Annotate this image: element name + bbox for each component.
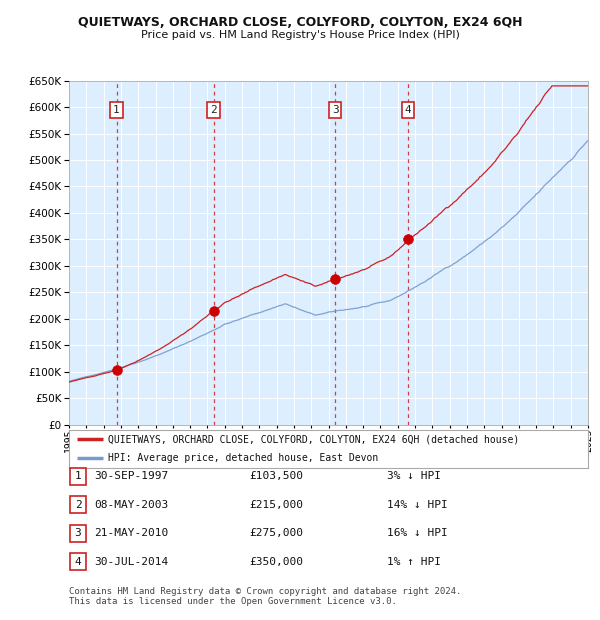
Text: 3: 3 — [74, 528, 82, 538]
Text: 2: 2 — [74, 500, 82, 510]
Text: 2: 2 — [210, 105, 217, 115]
FancyBboxPatch shape — [70, 496, 86, 513]
Text: HPI: Average price, detached house, East Devon: HPI: Average price, detached house, East… — [108, 453, 378, 464]
Text: 1: 1 — [74, 471, 82, 481]
FancyBboxPatch shape — [70, 553, 86, 570]
Text: 21-MAY-2010: 21-MAY-2010 — [94, 528, 169, 538]
FancyBboxPatch shape — [70, 467, 86, 485]
Text: 16% ↓ HPI: 16% ↓ HPI — [387, 528, 448, 538]
Text: 3% ↓ HPI: 3% ↓ HPI — [387, 471, 441, 481]
Text: 14% ↓ HPI: 14% ↓ HPI — [387, 500, 448, 510]
Text: £350,000: £350,000 — [249, 557, 303, 567]
Text: £215,000: £215,000 — [249, 500, 303, 510]
Text: 08-MAY-2003: 08-MAY-2003 — [94, 500, 169, 510]
Text: QUIETWAYS, ORCHARD CLOSE, COLYFORD, COLYTON, EX24 6QH: QUIETWAYS, ORCHARD CLOSE, COLYFORD, COLY… — [78, 16, 522, 29]
FancyBboxPatch shape — [70, 525, 86, 542]
Text: £275,000: £275,000 — [249, 528, 303, 538]
Text: 4: 4 — [404, 105, 411, 115]
Text: Price paid vs. HM Land Registry's House Price Index (HPI): Price paid vs. HM Land Registry's House … — [140, 30, 460, 40]
Text: 30-SEP-1997: 30-SEP-1997 — [94, 471, 169, 481]
Text: QUIETWAYS, ORCHARD CLOSE, COLYFORD, COLYTON, EX24 6QH (detached house): QUIETWAYS, ORCHARD CLOSE, COLYFORD, COLY… — [108, 434, 519, 445]
Text: 4: 4 — [74, 557, 82, 567]
Text: £103,500: £103,500 — [249, 471, 303, 481]
Text: Contains HM Land Registry data © Crown copyright and database right 2024.
This d: Contains HM Land Registry data © Crown c… — [69, 587, 461, 606]
Text: 1: 1 — [113, 105, 120, 115]
Text: 3: 3 — [332, 105, 338, 115]
Text: 1% ↑ HPI: 1% ↑ HPI — [387, 557, 441, 567]
Text: 30-JUL-2014: 30-JUL-2014 — [94, 557, 169, 567]
